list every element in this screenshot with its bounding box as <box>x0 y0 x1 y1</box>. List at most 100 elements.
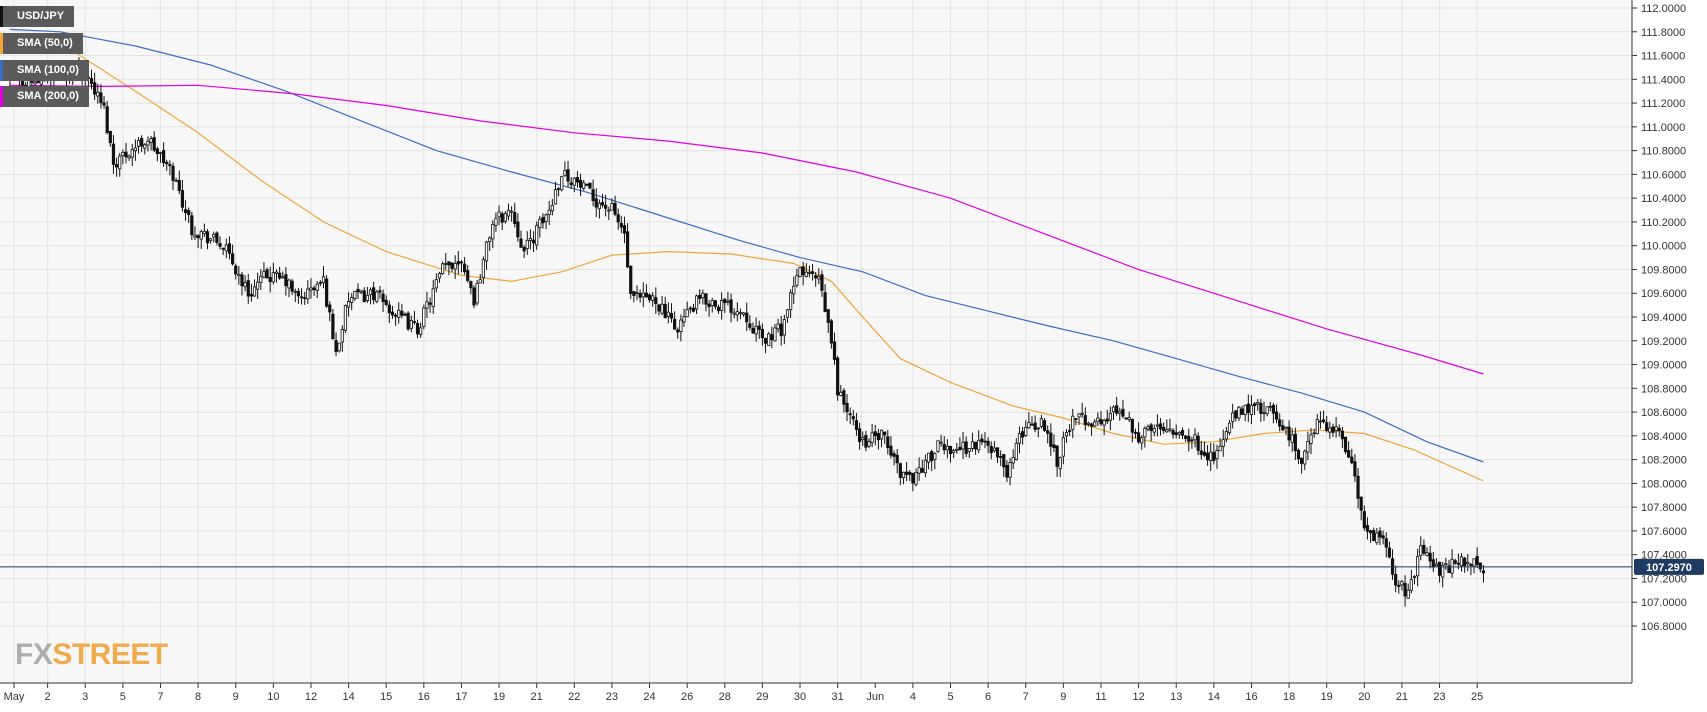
candle-body <box>365 294 369 302</box>
candle-body <box>1193 434 1197 441</box>
legend-swatch-usdjpy <box>0 6 3 27</box>
x-tick-label: 28 <box>719 691 731 703</box>
candle-body <box>1256 402 1260 405</box>
candle-body <box>1177 432 1181 435</box>
candle-body <box>89 78 94 84</box>
x-tick-label: 11 <box>1095 691 1106 703</box>
candle-body <box>509 210 514 213</box>
candle-body <box>1146 426 1150 430</box>
candle-body <box>375 291 379 302</box>
x-tick-label: 14 <box>1208 691 1220 703</box>
y-tick-label: 107.0000 <box>1641 597 1687 609</box>
x-tick-label: 19 <box>493 691 505 703</box>
candle-body <box>1347 450 1351 458</box>
candle-body <box>930 451 934 462</box>
candle-body <box>1331 426 1335 433</box>
candle-body <box>883 431 887 436</box>
y-tick-label: 108.2000 <box>1641 455 1687 467</box>
candle-body <box>572 177 576 186</box>
candle-body <box>1240 408 1244 415</box>
candle-body <box>1058 457 1062 470</box>
candle-body <box>1064 432 1069 437</box>
x-tick-label: May <box>4 691 25 703</box>
x-tick-label: 30 <box>794 691 806 703</box>
candle-body <box>995 447 1000 458</box>
candle-body <box>663 303 667 319</box>
x-tick-label: 2 <box>45 691 51 703</box>
y-tick-label: 110.4000 <box>1641 193 1686 205</box>
candle-body <box>1089 423 1094 427</box>
candle-body <box>1105 418 1109 422</box>
x-tick-label: 12 <box>305 691 317 703</box>
candle-body <box>1422 544 1426 554</box>
candle-body <box>1475 556 1479 565</box>
y-tick-label: 111.2000 <box>1641 98 1685 110</box>
y-tick-label: 110.6000 <box>1641 169 1686 181</box>
candle-body <box>861 437 865 441</box>
candle-body <box>378 290 382 293</box>
candle-body <box>343 305 348 331</box>
candle-body <box>1359 496 1363 511</box>
candle-body <box>1033 422 1037 430</box>
candle-body <box>1205 452 1210 461</box>
logo-part-fx: FX <box>15 638 53 671</box>
candle-body <box>412 320 417 323</box>
y-tick-label: 109.6000 <box>1641 288 1687 300</box>
candle-body <box>1140 437 1144 444</box>
candle-body <box>632 291 636 296</box>
y-tick-label: 111.4000 <box>1641 74 1685 86</box>
y-tick-label: 111.6000 <box>1641 51 1685 63</box>
candle-body <box>544 214 548 222</box>
candle-body <box>864 434 868 448</box>
candle-body <box>177 179 181 191</box>
candle-body <box>795 275 799 286</box>
candle-body <box>1478 562 1482 570</box>
candle-body <box>704 293 708 305</box>
x-tick-label: 10 <box>267 691 279 703</box>
candle-body <box>933 453 937 460</box>
candle-body <box>898 463 902 478</box>
candle-body <box>1052 444 1056 449</box>
candle-body <box>619 222 623 228</box>
candle-body <box>1199 450 1203 455</box>
candle-body <box>196 235 200 239</box>
candle-body <box>1441 564 1445 578</box>
candle-body <box>1394 574 1398 586</box>
candle-body <box>1281 425 1285 431</box>
candle-body <box>462 263 467 273</box>
candle-body <box>1381 535 1385 539</box>
candle-body <box>973 441 978 450</box>
candle-body <box>1042 420 1047 431</box>
candle-body <box>118 155 122 170</box>
candle-body <box>1077 413 1081 418</box>
candle-body <box>804 271 808 277</box>
candle-body <box>688 307 692 310</box>
sma-line <box>9 84 1484 375</box>
candle-body <box>1155 424 1160 427</box>
candle-body <box>140 137 144 147</box>
candle-body <box>1174 432 1178 436</box>
candle-body <box>770 334 774 341</box>
candle-body <box>1036 427 1040 430</box>
candle-body <box>105 106 109 133</box>
y-tick-label: 107.4000 <box>1641 550 1687 562</box>
candle-body <box>1459 556 1464 567</box>
candle-body <box>776 323 780 330</box>
x-tick-label: 31 <box>832 691 844 703</box>
candle-body <box>1400 581 1404 586</box>
y-tick-label: 107.2000 <box>1641 573 1687 585</box>
candle-body <box>936 440 940 452</box>
candle-body <box>607 209 611 212</box>
candle-body <box>441 263 445 274</box>
candle-body <box>531 239 536 244</box>
grid-lines <box>0 0 1632 683</box>
candle-body <box>1083 415 1087 426</box>
candle-body <box>751 327 755 334</box>
candle-body <box>121 152 125 156</box>
candle-body <box>1005 465 1009 478</box>
candle-body <box>152 137 156 151</box>
candle-body <box>1406 589 1410 599</box>
candle-body <box>158 151 163 154</box>
candle-body <box>230 253 235 265</box>
candle-body <box>346 301 351 308</box>
